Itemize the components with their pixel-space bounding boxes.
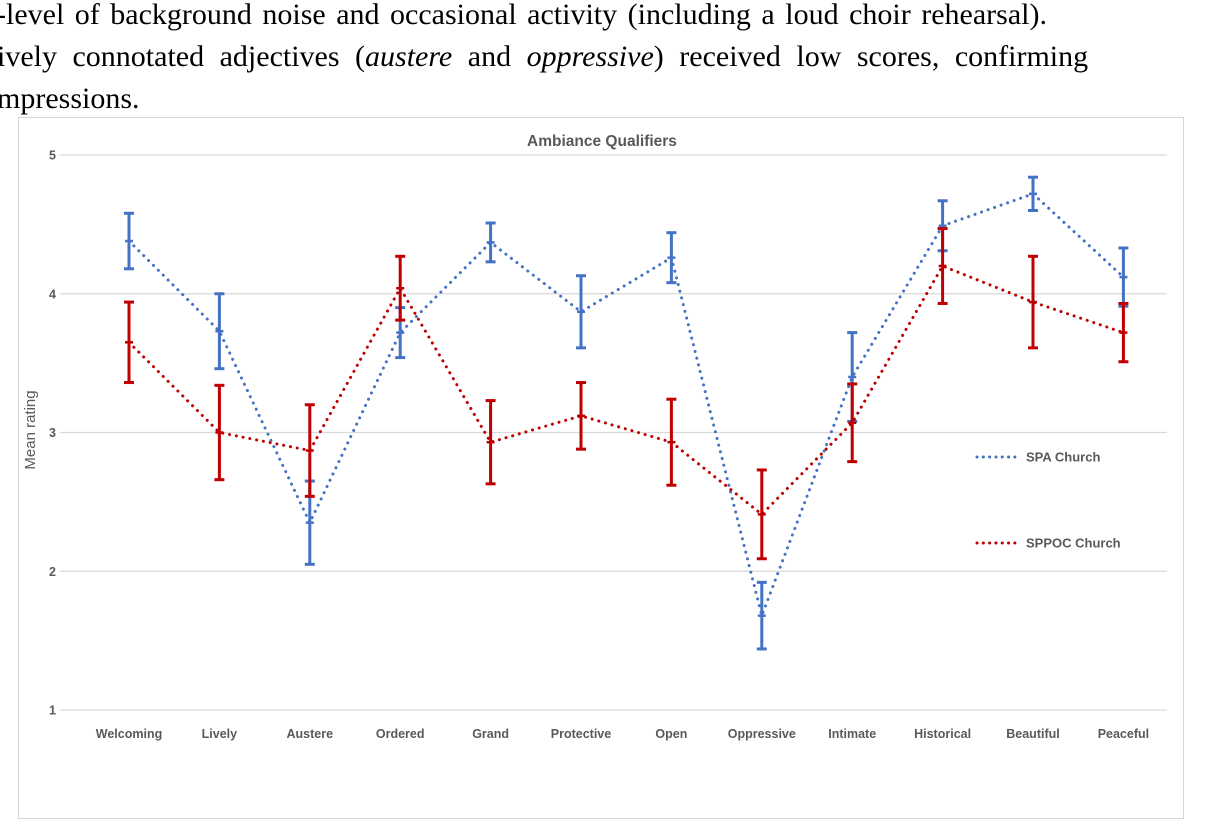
y-tick-label: 4 [49, 287, 56, 301]
error-bar [214, 383, 225, 482]
error-bar [124, 211, 134, 271]
category-label: Lively [202, 727, 237, 741]
category-label: Austere [287, 727, 334, 741]
paragraph-text: and [452, 40, 527, 73]
paragraph-text: ) received low scores, confirming [653, 40, 1089, 73]
category-label: Open [655, 727, 687, 741]
error-bar [576, 274, 586, 350]
error-bar [485, 221, 496, 264]
error-bar [847, 382, 858, 464]
category-label: Protective [551, 727, 611, 741]
series-spa-church [124, 175, 1129, 651]
error-bar [756, 580, 767, 651]
category-label: Ordered [376, 727, 425, 741]
error-bar [304, 403, 315, 498]
paper-paragraph: -level of background noise and occasiona… [0, 0, 1232, 120]
paragraph-line-1: -level of background noise and occasiona… [0, 0, 1232, 36]
y-tick-label: 1 [49, 704, 56, 718]
error-bar [666, 397, 677, 487]
italic-word-austere: austere [365, 40, 453, 73]
y-tick-label: 5 [49, 149, 56, 163]
category-label: Grand [472, 727, 509, 741]
series-sppoc-church [124, 227, 1129, 561]
category-label: Intimate [828, 727, 876, 741]
error-bar [1118, 301, 1129, 364]
paragraph-line-3: mpressions. [0, 78, 1232, 120]
error-bar [666, 231, 677, 285]
series-line [127, 264, 1125, 517]
error-bar [576, 381, 586, 451]
italic-word-oppressive: oppressive [526, 40, 654, 73]
legend-item-spa-church: SPA Church [975, 450, 1100, 465]
paragraph-text: ively connotated adjectives ( [0, 40, 366, 73]
category-label: Welcoming [96, 727, 162, 741]
legend-label: SPA Church [1026, 450, 1100, 465]
y-axis-title: Mean rating [22, 390, 39, 469]
category-label: Historical [914, 727, 971, 741]
error-bar [1028, 254, 1038, 350]
error-bar [1118, 246, 1129, 308]
paragraph-text: -level of background noise and occasiona… [0, 0, 1047, 31]
category-label: Oppressive [728, 727, 796, 741]
paragraph-text: mpressions. [0, 82, 140, 115]
legend-label: SPPOC Church [1026, 536, 1121, 551]
error-bar [124, 300, 134, 385]
category-label: Beautiful [1006, 727, 1059, 741]
chart-title: Ambiance Qualifiers [527, 133, 677, 150]
y-tick-label: 2 [49, 565, 56, 579]
error-bar [214, 292, 225, 371]
chart-frame: 5 4 3 2 1 Ambiance Qualifiers Mean rating Welco… [18, 117, 1184, 819]
paragraph-line-2: ively connotated adjectives (austere and… [0, 36, 1232, 78]
error-bar [937, 227, 948, 305]
series-line [127, 192, 1125, 621]
ambiance-qualifiers-chart: 5 4 3 2 1 Ambiance Qualifiers Mean rating Welco… [22, 133, 1167, 741]
category-label: Peaceful [1098, 727, 1149, 741]
error-bar [485, 399, 496, 486]
error-bar [395, 254, 406, 322]
error-bar [1028, 175, 1038, 212]
y-tick-label: 3 [49, 426, 56, 440]
error-bar [756, 468, 767, 561]
legend-item-sppoc-church: SPPOC Church [975, 536, 1121, 551]
